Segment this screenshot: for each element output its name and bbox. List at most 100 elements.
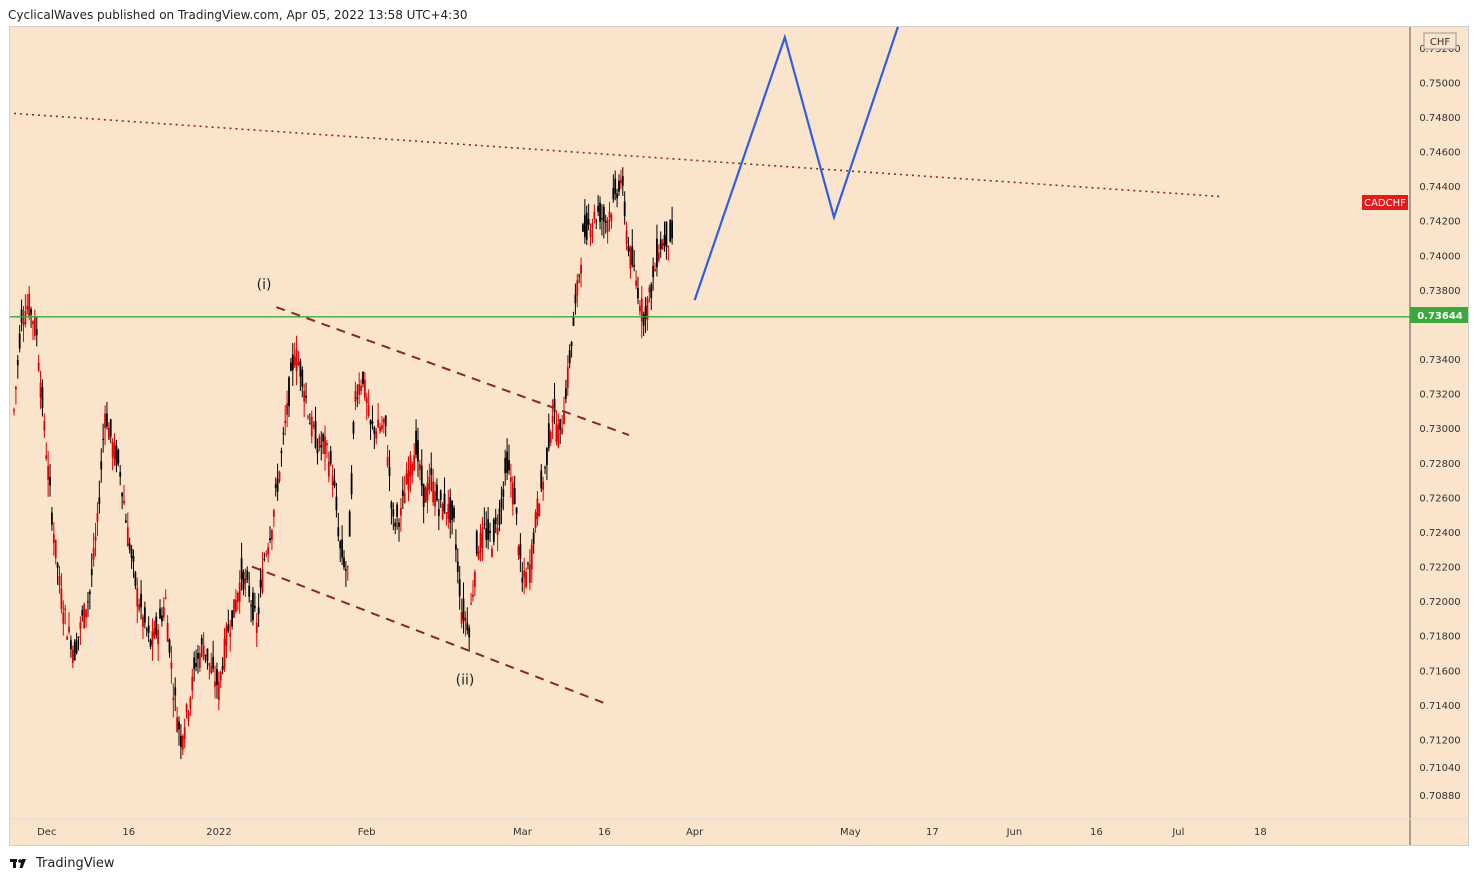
candle-body (274, 484, 277, 488)
candle-body (267, 547, 270, 554)
candle-body (121, 492, 124, 497)
candle-body (314, 421, 317, 448)
candle-body (255, 622, 258, 633)
candle-body (593, 211, 596, 220)
candle-body (485, 528, 488, 540)
candle-body (375, 431, 378, 439)
candle-body (320, 445, 323, 448)
candle-body (470, 603, 472, 605)
candle-body (41, 387, 44, 409)
candle-body (341, 539, 344, 558)
chart-panel[interactable]: 0.752000.750000.748000.746000.744000.742… (9, 26, 1469, 846)
time-axis[interactable]: Dec 16 2022 Feb Mar 16 Apr May 17 Jun 16 Jul 18 (37, 827, 1267, 838)
candle-body (324, 436, 326, 455)
candle-body (106, 413, 108, 427)
candle-body (454, 544, 457, 550)
candle-body (629, 247, 632, 269)
candle-body (589, 229, 592, 238)
candle-body (47, 465, 50, 481)
candle-body (551, 415, 554, 423)
candle-body (506, 451, 509, 473)
symbol-badge[interactable]: CADCHF (1362, 195, 1408, 210)
candle-body (443, 493, 446, 512)
channel-upper-line[interactable] (276, 306, 630, 437)
candle-body (107, 427, 110, 440)
candle-body (642, 314, 645, 326)
candle-body (246, 570, 249, 580)
price-tick-label: 0.70880 (1419, 791, 1460, 802)
candle-body (439, 490, 442, 500)
price-axis[interactable]: 0.752000.750000.748000.746000.744000.742… (1419, 44, 1460, 802)
candle-body (462, 598, 465, 621)
price-tick-label: 0.74600 (1419, 148, 1460, 159)
candle-body (669, 220, 672, 242)
candle-body (176, 717, 179, 732)
candle-body (468, 627, 471, 638)
candle-body (348, 511, 351, 537)
candle-body (92, 548, 95, 560)
candle-body (422, 484, 425, 508)
candle-body (134, 572, 137, 586)
candle-body (601, 218, 603, 220)
candle-body (418, 464, 421, 471)
candle-body (115, 445, 118, 466)
candle-body (544, 467, 546, 469)
price-tick-label: 0.71600 (1419, 666, 1460, 677)
symbol-badge-text: CADCHF (1364, 198, 1406, 209)
candle-body (126, 527, 129, 547)
candle-body (528, 564, 531, 584)
chart-background (10, 27, 1410, 819)
candle-body (333, 480, 336, 486)
candle-body (26, 305, 29, 310)
footer: TradingView (10, 854, 115, 872)
candle-body (346, 566, 349, 568)
candle-body (272, 510, 275, 517)
candle-body (656, 238, 658, 268)
candle-body (633, 265, 636, 267)
candle-body (540, 470, 543, 489)
candle-body (51, 512, 53, 525)
candle-body (234, 599, 237, 612)
candle-body (22, 322, 25, 326)
candle-body (71, 649, 74, 664)
candle-body (45, 455, 48, 459)
candle-body (549, 432, 552, 443)
candle-body (360, 385, 362, 391)
candle-body (350, 473, 353, 495)
price-tick-label: 0.73200 (1419, 390, 1460, 401)
candle-body (492, 519, 495, 542)
candle-body (578, 275, 581, 277)
candle-body (532, 532, 535, 544)
candle-body (472, 594, 474, 597)
candle-body (318, 436, 321, 449)
candle-body (13, 409, 15, 412)
time-axis-background (10, 819, 1410, 845)
price-chart[interactable]: 0.752000.750000.748000.746000.744000.742… (10, 27, 1469, 846)
candle-body (280, 451, 283, 454)
current-price-badge[interactable]: 0.73644 (1410, 307, 1469, 323)
candle-body (369, 420, 372, 425)
price-tick-label: 0.73000 (1419, 424, 1460, 435)
candle-body (640, 298, 643, 322)
candle-body (434, 491, 436, 507)
candle-body (145, 629, 148, 631)
candle-body (637, 288, 639, 299)
candle-body (54, 539, 57, 559)
candle-body (631, 246, 634, 265)
candle-body (326, 443, 328, 446)
time-tick-label: 18 (1254, 827, 1267, 838)
price-tick-label: 0.75000 (1419, 78, 1460, 89)
candle-body (257, 607, 260, 615)
projection-path[interactable] (693, 27, 900, 301)
candle-body (464, 617, 467, 623)
candle-body (217, 681, 220, 701)
candle-body (197, 652, 199, 659)
candle-body (654, 269, 656, 272)
candle-body (87, 601, 89, 603)
candle-body (49, 476, 51, 486)
candle-body (307, 416, 309, 418)
time-tick-label: 16 (598, 827, 611, 838)
candle-body (424, 487, 427, 503)
candle-body (392, 509, 395, 517)
candle-body (458, 579, 461, 597)
